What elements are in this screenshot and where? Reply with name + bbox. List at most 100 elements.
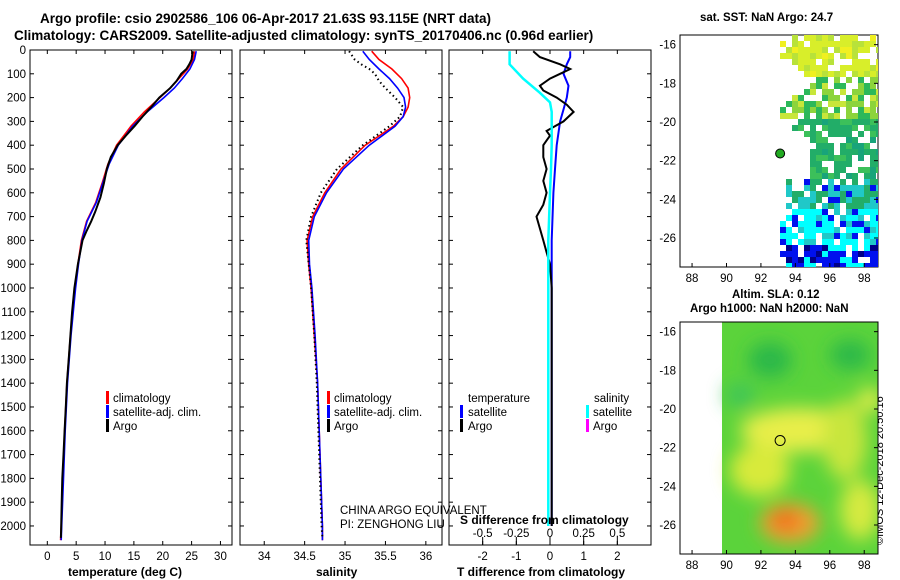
sst-cell <box>840 257 846 263</box>
sst-cell <box>858 113 864 119</box>
sst-cell <box>810 185 816 191</box>
sst-cell <box>816 179 822 185</box>
sst-cell <box>822 233 828 239</box>
map-lon-label: 96 <box>823 273 836 285</box>
map-lon-label: 92 <box>755 273 768 285</box>
sst-cell <box>852 245 858 251</box>
sst-cell <box>804 47 810 53</box>
sst-cell <box>810 209 816 215</box>
sst-cell <box>828 143 834 149</box>
sst-cell <box>816 197 822 203</box>
sla-high-patch <box>840 480 878 540</box>
sst-cell <box>852 47 858 53</box>
sst-cell <box>864 209 870 215</box>
sst-cell <box>858 185 864 191</box>
sst-cell <box>840 191 846 197</box>
sst-cell <box>852 59 858 65</box>
sst-cell <box>822 59 828 65</box>
map-lat-label: -22 <box>659 156 676 168</box>
sst-cell <box>876 251 878 257</box>
sst-cell <box>816 65 822 71</box>
sst-cell <box>828 71 834 77</box>
map-lat-label: -24 <box>659 481 676 493</box>
sst-cell <box>858 131 864 137</box>
sst-cell <box>876 227 878 233</box>
sst-cell <box>798 197 804 203</box>
sst-cell <box>870 227 876 233</box>
sst-cell <box>816 35 822 41</box>
sst-cell <box>822 257 828 263</box>
sst-cell <box>834 227 840 233</box>
sst-cell <box>834 125 840 131</box>
sst-cell <box>828 179 834 185</box>
legend-t-argo-label: Argo <box>468 421 492 433</box>
sst-cell <box>786 113 792 119</box>
sst-cell <box>846 203 852 209</box>
sst-cell <box>828 131 834 137</box>
sst-cell <box>852 143 858 149</box>
sst-cell <box>876 161 878 167</box>
sst-cell <box>822 215 828 221</box>
sst-cell <box>822 71 828 77</box>
map-lat-label: -26 <box>659 233 676 245</box>
sst-cell <box>822 89 828 95</box>
sst-cell <box>852 149 858 155</box>
sst-cell <box>804 263 810 267</box>
sst-cell <box>780 233 786 239</box>
sst-cell <box>846 191 852 197</box>
sst-cell <box>810 179 816 185</box>
legend-s-argo-swatch <box>586 419 589 432</box>
sst-cell <box>804 209 810 215</box>
sst-cell <box>804 131 810 137</box>
sst-cell <box>864 89 870 95</box>
sst-cell <box>864 251 870 257</box>
x-tick-label: 0 <box>44 551 50 563</box>
sst-cell <box>828 95 834 101</box>
salinity-axis-title: salinity <box>316 565 358 579</box>
sst-cell <box>810 35 816 41</box>
sst-cell <box>798 107 804 113</box>
sst-cell <box>858 65 864 71</box>
sst-cell <box>834 203 840 209</box>
legend-temperature-heading: temperature <box>468 393 530 405</box>
sst-cell <box>834 167 840 173</box>
sst-cell <box>798 53 804 59</box>
sst-cell <box>804 245 810 251</box>
depth-tick-label: 400 <box>7 140 26 152</box>
salinity-panel <box>239 49 443 546</box>
sst-cell <box>870 191 876 197</box>
sst-cell <box>864 47 870 53</box>
sst-cell <box>834 209 840 215</box>
sst-cell <box>840 125 846 131</box>
sst-cell <box>798 119 804 125</box>
sst-cell <box>810 59 816 65</box>
sst-cell <box>840 65 846 71</box>
sst-cell <box>828 125 834 131</box>
depth-tick-label: 800 <box>7 235 26 247</box>
sst-cell <box>828 89 834 95</box>
sst-cell <box>834 101 840 107</box>
x-tick-label: -2 <box>478 551 488 563</box>
sst-cell <box>828 185 834 191</box>
sst-cell <box>810 245 816 251</box>
sst-cell <box>876 263 878 267</box>
sla-high-patch <box>730 444 790 496</box>
legend-argo-swatch <box>327 419 330 432</box>
sst-cell <box>810 155 816 161</box>
map-lat-label: -20 <box>659 117 676 129</box>
sst-cell <box>864 233 870 239</box>
sst-cell <box>822 173 828 179</box>
sst-cell <box>804 59 810 65</box>
sst-cell <box>846 47 852 53</box>
sst-cell <box>810 239 816 245</box>
sst-cell <box>840 263 846 267</box>
sst-cell <box>852 137 858 143</box>
sst-cell <box>852 221 858 227</box>
map-lon-label: 88 <box>686 273 699 285</box>
sst-cell <box>792 101 798 107</box>
depth-tick-label: 700 <box>7 212 26 224</box>
sst-cell <box>870 71 876 77</box>
sst-cell <box>828 173 834 179</box>
map-lat-label: -18 <box>659 78 676 90</box>
map-lat-label: -24 <box>659 194 676 206</box>
